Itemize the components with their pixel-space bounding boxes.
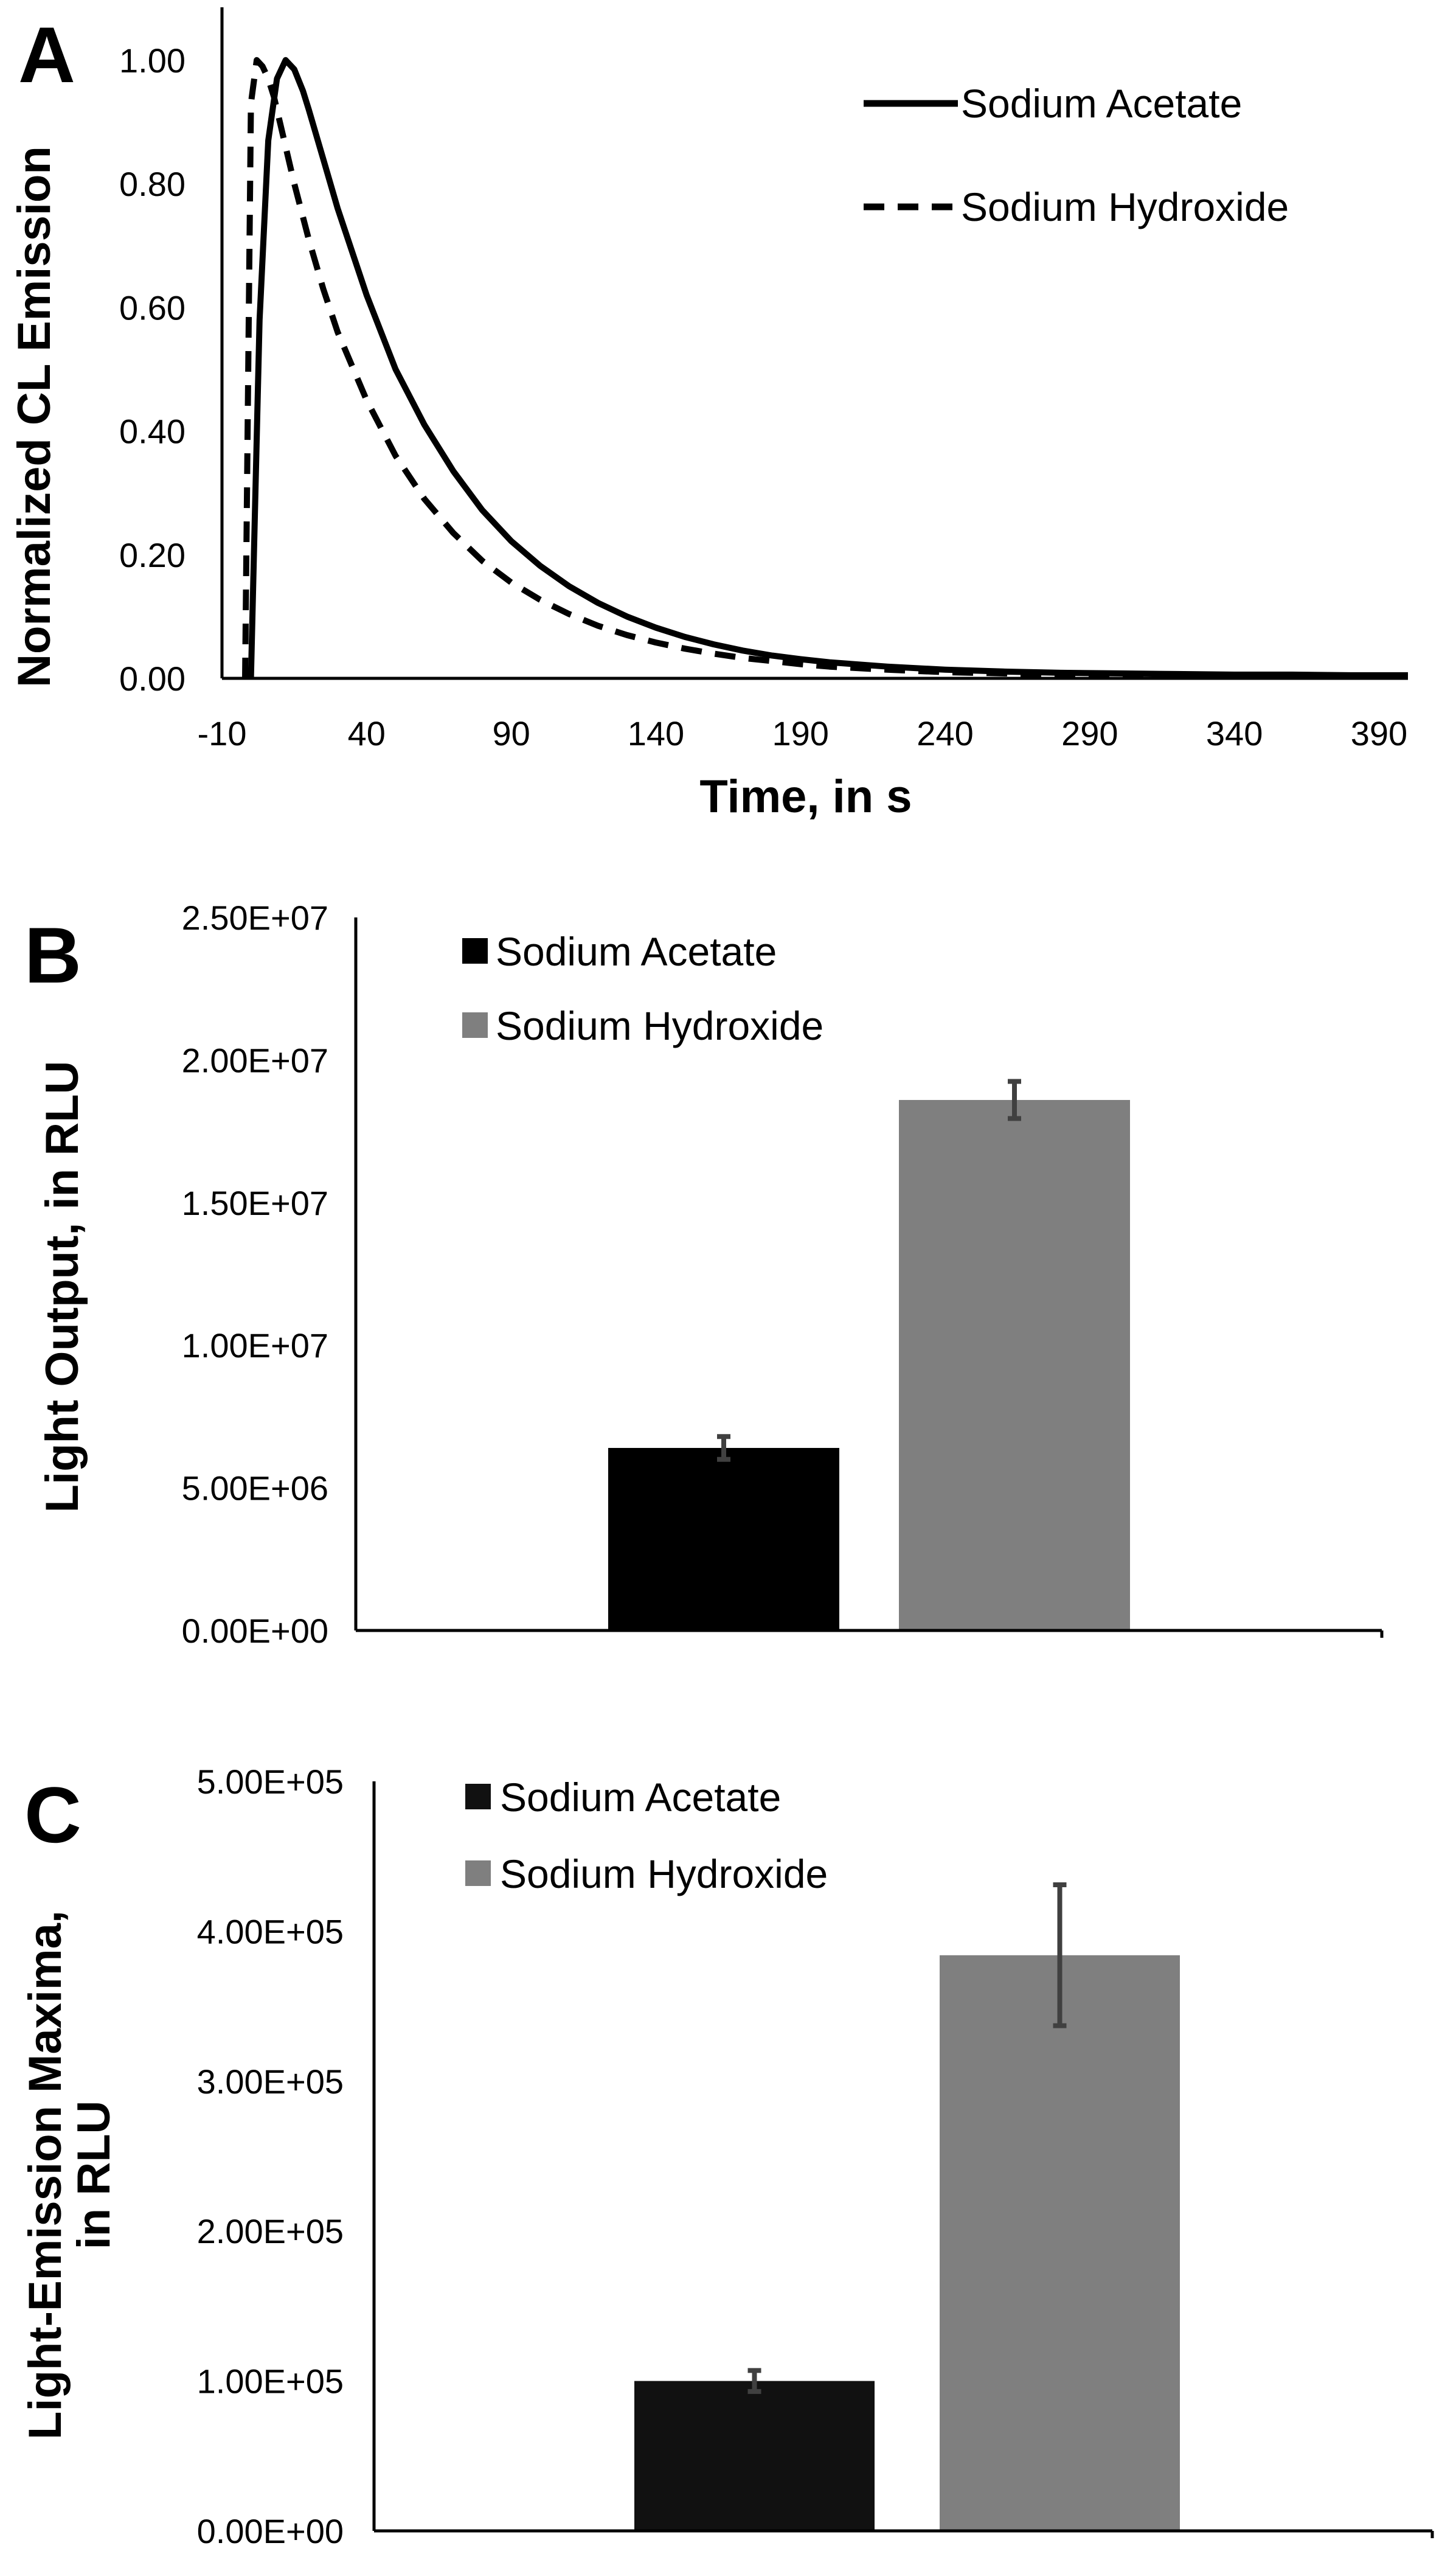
x-tick-label: 90 xyxy=(492,714,530,753)
x-tick-label: -10 xyxy=(198,714,247,753)
bar-sodium-hydroxide xyxy=(940,1955,1180,2531)
legend-swatch-sodium-acetate xyxy=(465,1784,491,1809)
legend-label-sodium-hydroxide: Sodium Hydroxide xyxy=(961,184,1289,229)
series-line-sodium-hydroxide xyxy=(242,57,1409,680)
panel-a: A Normalized CL Emission Time, in s Sodi… xyxy=(9,7,1409,823)
panel-a-letter: A xyxy=(18,10,75,99)
y-tick-label: 2.00E+07 xyxy=(182,1041,328,1079)
y-tick-label: 0.00 xyxy=(119,659,185,698)
legend-label-sodium-hydroxide: Sodium Hydroxide xyxy=(500,1851,828,1896)
panel-b-legend: Sodium Acetate Sodium Hydroxide xyxy=(462,929,823,1048)
x-tick-label: 190 xyxy=(772,714,829,753)
y-tick-label: 1.00 xyxy=(119,41,185,80)
panel-c: C Light-Emission Maxima, in RLU Sodium A… xyxy=(19,1762,1434,2550)
y-tick-label: 2.00E+05 xyxy=(197,2212,344,2250)
x-tick-label: 390 xyxy=(1351,714,1407,753)
x-tick-label: 340 xyxy=(1206,714,1263,753)
legend-swatch-sodium-acetate xyxy=(462,938,488,964)
panel-a-legend: Sodium Acetate Sodium Hydroxide xyxy=(864,81,1289,229)
x-tick-label: 290 xyxy=(1061,714,1118,753)
panel-a-x-axis-title: Time, in s xyxy=(699,771,912,823)
legend-swatch-sodium-hydroxide xyxy=(465,1860,491,1886)
y-tick-label: 5.00E+05 xyxy=(197,1762,344,1801)
y-tick-label: 4.00E+05 xyxy=(197,1912,344,1950)
panel-c-y-axis-title-line-1: Light-Emission Maxima, xyxy=(19,1910,71,2440)
bar-sodium-hydroxide xyxy=(899,1100,1130,1630)
y-tick-label: 2.50E+07 xyxy=(182,899,328,937)
y-tick-label: 3.00E+05 xyxy=(197,2062,344,2101)
legend-label-sodium-acetate: Sodium Acetate xyxy=(496,929,777,974)
legend-swatch-sodium-hydroxide xyxy=(462,1012,488,1038)
y-tick-label: 1.00E+07 xyxy=(182,1326,328,1365)
panel-c-legend: Sodium Acetate Sodium Hydroxide xyxy=(465,1775,828,1896)
panel-b-y-axis-title: Light Output, in RLU xyxy=(36,1061,88,1513)
y-tick-label: 0.60 xyxy=(119,288,185,327)
bar-sodium-acetate xyxy=(634,2381,875,2531)
y-tick-label: 1.50E+07 xyxy=(182,1184,328,1222)
y-tick-label: 0.00E+00 xyxy=(182,1612,328,1650)
x-tick-label: 140 xyxy=(628,714,684,753)
bar-sodium-acetate xyxy=(608,1447,839,1630)
panel-c-y-axis-title-line-2: in RLU xyxy=(68,2101,120,2250)
panel-b: B Light Output, in RLU Sodium Acetate So… xyxy=(24,899,1384,1650)
y-tick-label: 0.40 xyxy=(119,412,185,451)
legend-label-sodium-acetate: Sodium Acetate xyxy=(500,1775,781,1820)
y-tick-label: 5.00E+06 xyxy=(182,1469,328,1508)
y-tick-label: 0.80 xyxy=(119,165,185,203)
panel-a-y-axis-title: Normalized CL Emission xyxy=(9,146,60,687)
panel-b-letter: B xyxy=(24,911,81,1000)
legend-label-sodium-hydroxide: Sodium Hydroxide xyxy=(496,1003,823,1048)
y-tick-label: 0.20 xyxy=(119,536,185,574)
panel-c-letter: C xyxy=(24,1770,81,1859)
x-tick-label: 40 xyxy=(348,714,386,753)
y-tick-label: 0.00E+00 xyxy=(197,2512,344,2550)
x-tick-label: 240 xyxy=(917,714,973,753)
legend-label-sodium-acetate: Sodium Acetate xyxy=(961,81,1242,126)
y-tick-label: 1.00E+05 xyxy=(197,2362,344,2401)
